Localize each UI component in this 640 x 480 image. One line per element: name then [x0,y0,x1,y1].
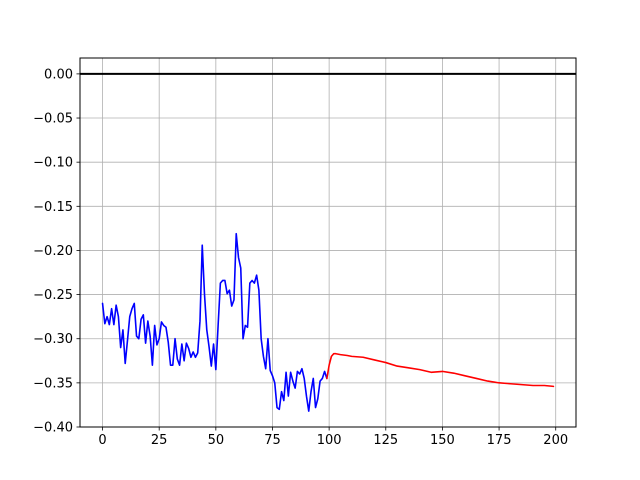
series-lines [101,232,555,412]
x-tick-label: 175 [487,433,512,448]
series-line-1 [326,352,555,388]
y-tick-label: −0.15 [33,200,73,215]
y-tick-label: −0.05 [33,112,73,127]
y-tick-label: −0.40 [33,421,73,436]
y-tick-label: −0.30 [33,332,73,347]
x-tick-label: 150 [430,433,455,448]
y-tick-label: −0.10 [33,156,73,171]
y-tick-label: −0.20 [33,244,73,259]
axis-ticks: 0 25 50 75 100 125 150 175 200 0.00 −0.05 −0.10 −0.1… [33,67,568,448]
y-tick-label: −0.25 [33,288,73,303]
y-tick-label: −0.35 [33,376,73,391]
y-tick-label: 0.00 [44,67,73,82]
x-tick-label: 125 [373,433,398,448]
x-tick-label: 100 [317,433,342,448]
x-tick-label: 25 [151,433,168,448]
plot-frame [79,57,577,428]
x-tick-label: 75 [264,433,281,448]
series-line-0 [101,232,328,412]
x-tick-label: 50 [208,433,225,448]
x-tick-label: 0 [98,433,106,448]
x-tick-label: 200 [543,433,568,448]
